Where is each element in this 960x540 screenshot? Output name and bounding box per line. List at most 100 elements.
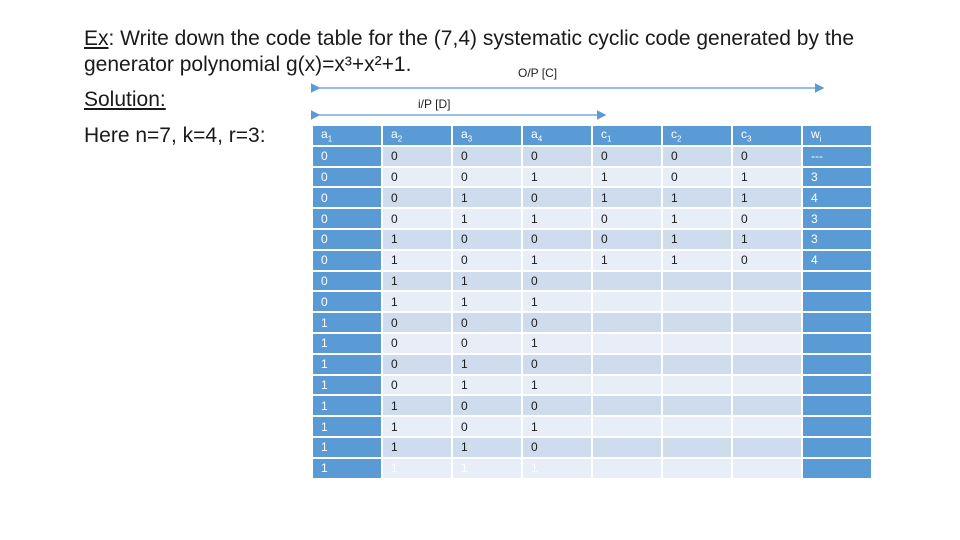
table-cell [661, 352, 733, 376]
table-cell: 0 [311, 165, 383, 189]
table-cell [591, 415, 663, 438]
table-cell: 0 [311, 269, 383, 293]
table-cell [731, 373, 803, 397]
column-header: c3 [731, 124, 803, 147]
table-cell: 0 [451, 144, 523, 168]
code-parameters: Here n=7, k=4, r=3: [84, 124, 266, 147]
column-header: a4 [521, 124, 593, 147]
table-cell: 1 [311, 415, 383, 438]
column-header: c2 [661, 124, 733, 147]
table-cell: 1 [381, 227, 453, 251]
column-header-subscript: 3 [747, 134, 752, 144]
table-cell: 0 [521, 186, 593, 210]
table-cell: 1 [451, 186, 523, 210]
table-cell [661, 311, 733, 334]
table-cell: 3 [801, 165, 873, 189]
table-cell: 0 [381, 207, 453, 230]
table-cell: 1 [521, 165, 593, 189]
table-header-row: a1 a2 a3 a4 c1 c2 c3 wi [311, 124, 873, 147]
table-cell: 0 [451, 415, 523, 438]
input-label: i/P [D] [418, 97, 451, 111]
table-cell: 0 [311, 227, 383, 251]
table-cell [591, 352, 663, 376]
table-cell: 0 [381, 165, 453, 189]
table-cell: 1 [381, 248, 453, 272]
table-cell: 1 [521, 415, 593, 438]
table-cell: 0 [451, 394, 523, 418]
table-cell: 0 [381, 352, 453, 376]
table-cell: 1 [521, 373, 593, 397]
table-cell [801, 373, 873, 397]
table-cell: 1 [381, 290, 453, 314]
table-cell [801, 269, 873, 293]
table-cell [731, 435, 803, 459]
table-row: 0 0 0 0 0 0 0 --- [311, 144, 873, 168]
table-cell: 0 [381, 144, 453, 168]
code-table: a1 a2 a3 a4 c1 c2 c3 wi 0 0 0 0 0 0 0 --- 0 0 0 1 1 0 1 3 0 0 1 0 1… [311, 124, 873, 480]
table-cell: 0 [661, 165, 733, 189]
table-cell: 1 [311, 311, 383, 334]
table-cell: 1 [311, 435, 383, 459]
table-cell: 1 [381, 435, 453, 459]
table-cell: 0 [311, 248, 383, 272]
table-cell [661, 373, 733, 397]
table-cell [591, 456, 663, 480]
column-header: wi [801, 124, 873, 147]
table-cell: 1 [451, 269, 523, 293]
table-cell: 0 [731, 207, 803, 230]
table-cell: 0 [591, 144, 663, 168]
table-cell: 0 [521, 227, 593, 251]
table-cell: 1 [661, 227, 733, 251]
table-cell: 1 [591, 165, 663, 189]
table-cell: 1 [381, 456, 453, 480]
table-cell: 0 [311, 144, 383, 168]
table-cell: 1 [591, 248, 663, 272]
table-cell [591, 311, 663, 334]
table-cell: 0 [381, 331, 453, 355]
table-cell: 1 [451, 435, 523, 459]
table-cell [801, 290, 873, 314]
table-cell: 1 [731, 186, 803, 210]
table-cell: 0 [451, 165, 523, 189]
table-cell: 1 [451, 352, 523, 376]
example-label: Ex [84, 27, 109, 50]
column-header-subscript: i [819, 134, 822, 144]
table-cell: 0 [521, 269, 593, 293]
table-cell [731, 331, 803, 355]
table-cell: 0 [591, 207, 663, 230]
table-cell: 1 [521, 248, 593, 272]
output-label: O/P [C] [518, 66, 558, 80]
table-cell: 1 [311, 373, 383, 397]
table-cell: 0 [731, 248, 803, 272]
table-cell: 1 [311, 331, 383, 355]
table-cell: 1 [521, 290, 593, 314]
table-cell: 0 [521, 311, 593, 334]
column-header: c1 [591, 124, 663, 147]
table-cell: 1 [311, 352, 383, 376]
table-cell: 0 [451, 248, 523, 272]
table-cell [801, 415, 873, 438]
table-cell: 0 [661, 144, 733, 168]
column-header-base: c [671, 127, 677, 142]
table-cell: 1 [381, 269, 453, 293]
column-header-subscript: 3 [467, 134, 473, 144]
table-cell [661, 456, 733, 480]
table-cell [661, 290, 733, 314]
table-cell [591, 331, 663, 355]
table-cell [591, 290, 663, 314]
table-cell [591, 435, 663, 459]
table-cell: 1 [661, 186, 733, 210]
table-cell: --- [801, 144, 873, 168]
table-cell [661, 269, 733, 293]
column-header-subscript: 4 [537, 134, 543, 144]
column-header-base: c [741, 127, 747, 142]
table-cell: 1 [451, 207, 523, 230]
table-cell [731, 269, 803, 293]
